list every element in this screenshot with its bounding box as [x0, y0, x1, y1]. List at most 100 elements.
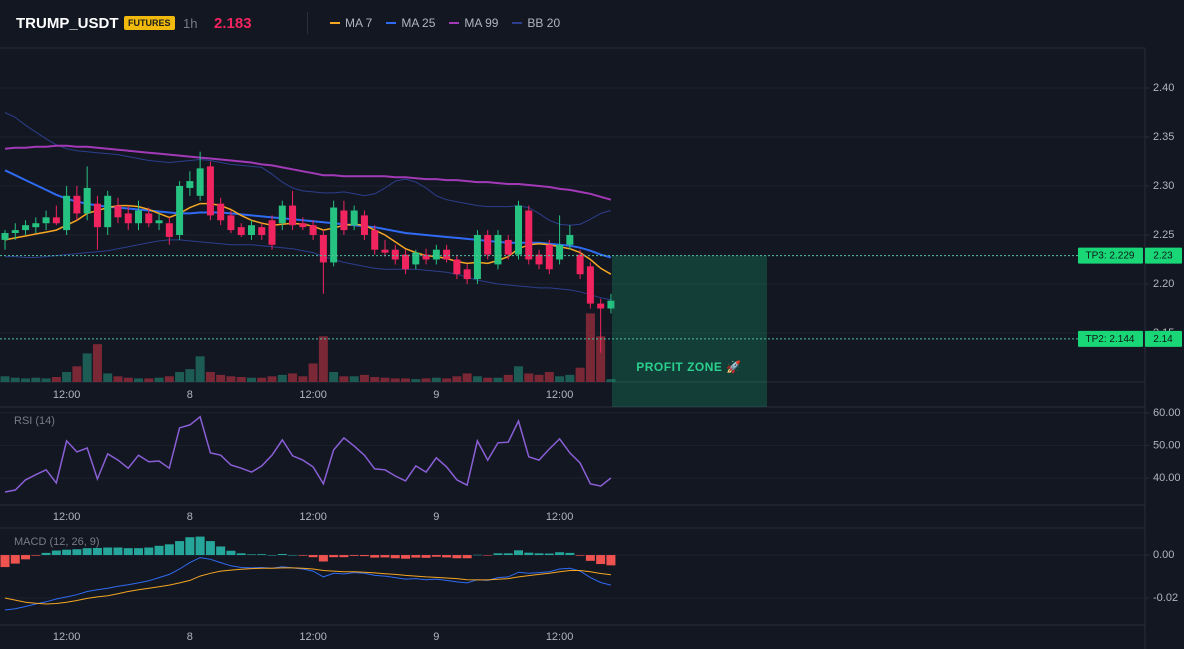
legend-swatch: [449, 22, 460, 24]
candle-body: [309, 225, 317, 235]
macd-line: [4, 567, 611, 605]
volume-bar: [62, 372, 72, 382]
macd-histogram-bar: [339, 555, 349, 558]
candle-body: [535, 254, 543, 265]
macd-histogram-bar: [0, 555, 10, 568]
macd-histogram-bar: [472, 554, 482, 556]
candle-body: [186, 181, 194, 188]
tp-axis-label: 2.14: [1153, 334, 1173, 345]
candle-body: [135, 210, 143, 224]
macd-histogram-bar: [318, 555, 328, 562]
volume-bar: [41, 378, 51, 382]
volume-bar: [534, 374, 544, 382]
macd-histogram-bar: [72, 549, 82, 556]
volume-bar: [103, 373, 113, 382]
candle-body: [566, 234, 574, 245]
candle-body: [422, 254, 430, 260]
x-tick-label: 12:00: [53, 631, 81, 643]
legend-entry[interactable]: MA 99: [449, 16, 498, 30]
candle-body: [165, 223, 173, 237]
volume-bar: [257, 377, 267, 382]
candle-body: [247, 225, 255, 235]
pane-title: RSI (14): [14, 415, 55, 427]
macd-histogram-bar: [92, 547, 102, 556]
volume-bar: [596, 336, 606, 382]
macd-histogram-bar: [205, 541, 215, 556]
macd-histogram-bar: [493, 553, 503, 556]
pane-title: MACD (12, 26, 9): [14, 536, 100, 548]
volume-bar: [246, 377, 256, 382]
volume-bar: [134, 378, 144, 382]
symbol[interactable]: TRUMP_USDT: [16, 15, 119, 32]
candle-body: [206, 166, 214, 216]
candle-body: [504, 239, 512, 255]
legend-entry[interactable]: MA 25: [386, 16, 435, 30]
macd-histogram-bar: [175, 541, 185, 556]
candle-body: [83, 187, 91, 214]
volume-bar: [452, 376, 462, 382]
candle-body: [73, 195, 81, 214]
volume-bar: [175, 372, 185, 382]
candle-body: [258, 227, 266, 235]
x-tick-label: 8: [187, 631, 193, 643]
macd-histogram-bar: [359, 555, 369, 557]
macd-histogram-bar: [277, 553, 287, 556]
volume-bar: [483, 377, 493, 382]
volume-bar: [606, 379, 616, 382]
legend-label: MA 25: [401, 16, 436, 30]
macd-histogram-bar: [401, 555, 411, 559]
volume-bar: [267, 376, 277, 382]
bb-lower: [5, 239, 611, 301]
tp-axis-bg: [1145, 330, 1182, 347]
candle-body: [1, 233, 9, 240]
candle-body: [525, 210, 533, 260]
candle-body: [319, 234, 327, 263]
x-tick-label: 12:00: [546, 389, 574, 401]
volume-bar: [339, 376, 349, 382]
candle-body: [155, 220, 163, 224]
x-tick-label: 12:00: [546, 511, 574, 523]
volume-bar: [493, 377, 503, 382]
volume-bar: [226, 376, 236, 382]
macd-histogram-bar: [555, 552, 565, 556]
candle-body: [597, 303, 605, 309]
volume-bar: [514, 366, 523, 382]
y-tick-label: 2.40: [1153, 82, 1174, 94]
macd-histogram-bar: [113, 547, 123, 556]
macd-histogram-bar: [267, 555, 277, 556]
volume-bar: [555, 376, 565, 382]
tp-axis-bg: [1145, 247, 1182, 264]
candle-body: [299, 223, 307, 228]
macd-histogram-bar: [606, 555, 616, 566]
macd-histogram-bar: [288, 555, 298, 556]
volume-bar: [31, 377, 41, 382]
volume-bar: [21, 378, 31, 382]
legend-entry[interactable]: MA 7: [330, 16, 372, 30]
tp-label: TP2: 2.144: [1086, 334, 1135, 345]
macd-histogram-bar: [349, 555, 359, 556]
macd-histogram-bar: [585, 555, 595, 561]
macd-histogram-bar: [596, 555, 606, 565]
macd-histogram-bar: [82, 548, 92, 556]
candle-body: [145, 213, 153, 224]
macd-histogram-bar: [195, 536, 205, 556]
candle-body: [412, 252, 420, 265]
macd-histogram-bar: [298, 555, 308, 556]
candle-body: [237, 227, 245, 235]
interval[interactable]: 1h: [183, 16, 198, 31]
volume-bar: [113, 376, 123, 382]
macd-histogram-bar: [51, 550, 61, 556]
candle-body: [402, 254, 410, 270]
candle-body: [586, 266, 594, 304]
macd-histogram-bar: [442, 555, 452, 558]
macd-histogram-bar: [483, 555, 493, 556]
volume-bar: [585, 313, 595, 382]
macd-line: [4, 557, 612, 611]
volume-bar: [298, 376, 308, 382]
volume-bar: [544, 372, 554, 382]
macd-histogram-bar: [370, 555, 380, 558]
macd-histogram-bar: [257, 554, 267, 556]
candle-body: [371, 230, 379, 250]
legend-entry[interactable]: BB 20: [512, 16, 560, 30]
candle-body: [350, 210, 358, 226]
